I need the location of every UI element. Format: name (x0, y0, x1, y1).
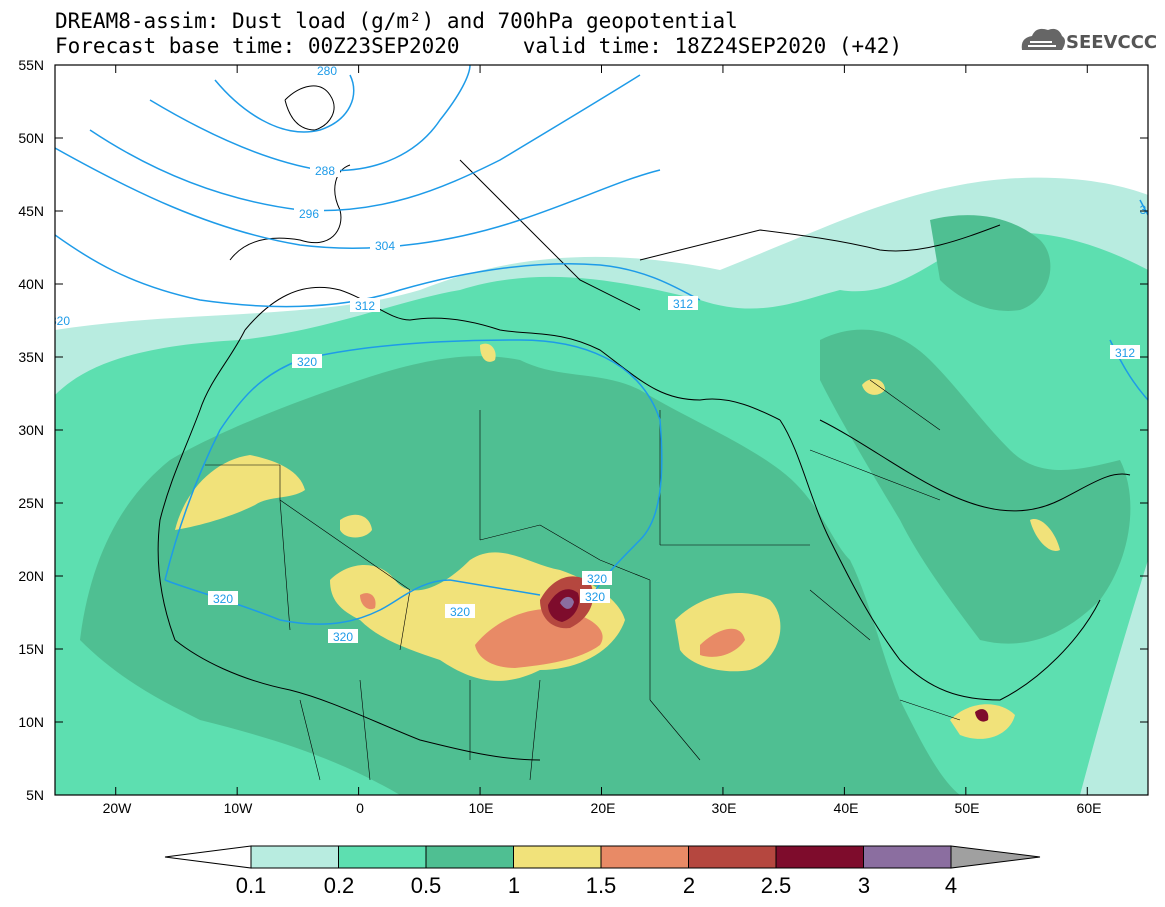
lat-label-10n: 10N (18, 714, 44, 730)
contour-label-320-west: 320 (213, 592, 233, 606)
lat-label-20n: 20N (18, 568, 44, 584)
lon-label-10e: 10E (468, 800, 494, 816)
lon-label-20e: 20E (590, 800, 616, 816)
dust-field-1-spot3 (862, 378, 885, 395)
lat-label-15n: 15N (18, 641, 44, 657)
contour-labels: 280 288 296 304 312 312 320 320 320 320 … (50, 64, 1147, 644)
lat-label-55n: 55N (18, 57, 44, 73)
lon-label-30e: 30E (711, 800, 737, 816)
colorbar-label-1.5: 1.5 (585, 873, 617, 898)
contour-label-320-ne: 320 (587, 572, 607, 586)
colorbar-swatch (513, 845, 602, 869)
contour-label-296: 296 (299, 207, 319, 221)
colorbar-swatch (600, 845, 689, 869)
coastlines (157, 85, 1131, 761)
logo-text: SEEVCCC (1066, 32, 1158, 53)
dust-field-1-spot2 (480, 343, 496, 362)
lon-label-40e: 40E (833, 800, 859, 816)
lat-label-40n: 40N (18, 276, 44, 292)
colorbar-over-triangle (950, 845, 1041, 869)
colorbar-swatch (250, 845, 339, 869)
dust-field-1.5-b (700, 628, 745, 657)
lon-label-50e: 50E (954, 800, 980, 816)
colorbar-label-4: 4 (944, 873, 958, 898)
dust-field-2-horn (975, 709, 989, 722)
lat-label-25n: 25N (18, 495, 44, 511)
lat-label-50n: 50N (18, 130, 44, 146)
contour-label-304: 304 (375, 239, 395, 253)
contour-label-edge: 3 (1140, 203, 1147, 217)
colorbar-label-2: 2 (682, 873, 696, 898)
dust-field-1-spot4 (1030, 519, 1060, 551)
dust-field-0.5-east (820, 329, 1131, 644)
contour-label-320-e: 320 (585, 590, 605, 604)
lat-label-45n: 45N (18, 203, 44, 219)
map-title: DREAM8-assim: Dust load (g/m²) and 700hP… (55, 9, 738, 33)
dust-field-1-west (175, 455, 305, 530)
colorbar-swatch (775, 845, 864, 869)
colorbar-label-0.2: 0.2 (323, 873, 355, 898)
dust-field-1-horn (950, 704, 1015, 739)
contour-label-312-east: 312 (673, 297, 693, 311)
lon-label-0: 0 (356, 800, 364, 816)
contour-label-288: 288 (315, 164, 335, 178)
contour-label-320-south: 320 (333, 630, 353, 644)
colorbar-under-triangle (164, 845, 252, 869)
colorbar (164, 845, 1041, 869)
colorbar-swatch (338, 845, 427, 869)
colorbar-swatch (425, 845, 514, 869)
contour-label-312-far-east: 312 (1115, 346, 1135, 360)
colorbar-label-3: 3 (857, 873, 871, 898)
colorbar-swatch (863, 845, 952, 869)
lon-label-20w: 20W (102, 800, 132, 816)
contour-label-320-chad: 320 (450, 605, 470, 619)
lat-label-30n: 30N (18, 422, 44, 438)
dust-field-1.5-c (360, 593, 376, 610)
colorbar-swatch (688, 845, 777, 869)
forecast-times: Forecast base time: 00Z23SEP2020 valid t… (55, 34, 903, 58)
contour-label-280: 280 (317, 64, 337, 78)
contour-label-320-edge: 320 (50, 314, 70, 328)
lon-label-10w: 10W (223, 800, 253, 816)
contour-label-320-north: 320 (297, 355, 317, 369)
lon-label-60e: 60E (1076, 800, 1102, 816)
colorbar-label-1: 1 (507, 873, 521, 898)
axis-ticks (55, 64, 1148, 796)
lat-label-5n: 5N (26, 787, 44, 803)
colorbar-label-2.5: 2.5 (760, 873, 792, 898)
map-plot-area: 280 288 296 304 312 312 320 320 320 320 … (50, 64, 1148, 795)
borders (205, 379, 961, 781)
lat-label-35n: 35N (18, 349, 44, 365)
dust-field-3 (560, 596, 574, 609)
colorbar-label-0.5: 0.5 (410, 873, 442, 898)
dust-field-1-spot1 (340, 514, 372, 538)
contour-label-312-west: 312 (355, 299, 375, 313)
colorbar-label-0.1: 0.1 (235, 873, 267, 898)
